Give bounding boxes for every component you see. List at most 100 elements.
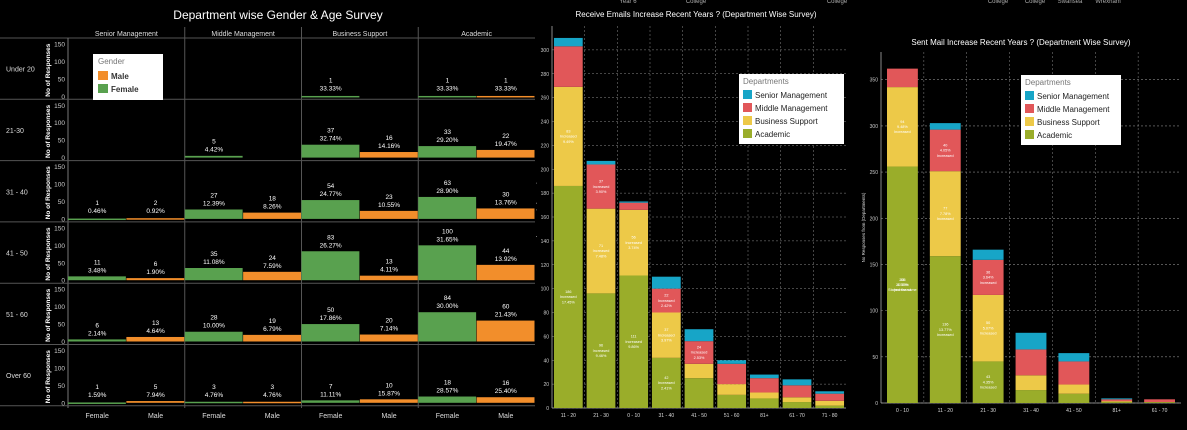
stacked-bar-segment	[929, 171, 961, 257]
male-bar	[359, 152, 418, 158]
y-tick-label: 60	[543, 334, 549, 340]
segment-label: Increased	[937, 217, 954, 221]
y-tick-label: 50	[58, 199, 66, 206]
y-tick-label: 0	[875, 401, 878, 407]
top-strip-label: College	[1025, 0, 1046, 5]
bar-percent-label: 12.39%	[203, 200, 225, 207]
segment-label: 46	[900, 278, 904, 282]
male-bar	[126, 218, 185, 220]
y-tick-label: 180	[541, 191, 550, 197]
stacked-bar-segment	[929, 256, 961, 403]
stacked-bar-segment	[1101, 399, 1133, 402]
stacked-bar-segment	[972, 361, 1004, 403]
bar-percent-label: 24.77%	[320, 191, 342, 198]
legend-swatch	[743, 90, 752, 99]
row-label: 51 - 60	[6, 312, 28, 319]
stacked-bar-segment	[1015, 375, 1047, 391]
top-strip-label: College	[988, 0, 1009, 5]
segment-label: 206	[899, 278, 905, 282]
bar-percent-label: 17.86%	[320, 315, 342, 322]
y-tick-label: 50	[58, 322, 66, 329]
segment-label: Increased	[560, 135, 577, 139]
segment-label: Increased	[658, 333, 675, 337]
bar-percent-label: 1.59%	[88, 392, 107, 399]
legend-item-label: Business Support	[1037, 118, 1100, 127]
x-tick-label: 11 - 20	[938, 408, 953, 414]
stacked-bar-segment	[782, 385, 812, 398]
segment-label: 2.41%	[661, 386, 672, 390]
x-tick-label: Male	[265, 413, 280, 420]
segment-label: 22	[664, 294, 668, 298]
bar-percent-label: 0.46%	[88, 208, 107, 215]
bar-percent-label: 33.33%	[436, 85, 458, 92]
bar-value-label: 5	[212, 139, 216, 146]
bar-percent-label: 7.59%	[263, 263, 282, 270]
stacked-bar-segment	[749, 398, 779, 408]
x-tick-label: Male	[381, 413, 396, 420]
y-tick-label: 100	[541, 287, 550, 293]
y-axis-label: No Responses from (Departments)	[861, 192, 866, 262]
bar-percent-label: 13.92%	[495, 256, 517, 263]
y-tick-label: 260	[541, 96, 550, 102]
row-label: Over 60	[6, 373, 31, 380]
bar-percent-label: 32.74%	[320, 136, 342, 143]
bar-value-label: 100	[442, 228, 453, 235]
segment-label: Increased	[980, 281, 997, 285]
stacked-bar-segment	[684, 378, 714, 408]
bar-value-label: 16	[502, 380, 510, 387]
stacked-bar-segment	[972, 259, 1004, 295]
stacked-bar-segment	[887, 166, 918, 403]
y-tick-label: 150	[54, 348, 65, 355]
segment-label: 3.74%	[628, 246, 639, 250]
segment-label: 9.48%	[897, 125, 908, 129]
stacked-bar-segment	[619, 202, 649, 210]
y-tick-label: 20	[543, 382, 549, 388]
segment-label: 71	[599, 244, 603, 248]
female-bar	[301, 400, 360, 403]
male-bar	[359, 399, 418, 403]
stacked-bar-segment	[586, 160, 616, 165]
bar-value-label: 27	[210, 192, 218, 199]
female-bar	[301, 95, 360, 98]
segment-label: 136	[942, 323, 948, 327]
male-bar	[243, 401, 301, 404]
bar-percent-label: 10.55%	[378, 202, 400, 209]
segment-label: 111	[631, 335, 637, 339]
top-strip-label: College	[827, 0, 848, 5]
bar-percent-label: 21.43%	[495, 312, 517, 319]
female-bar	[418, 245, 477, 281]
y-tick-label: 100	[54, 365, 65, 372]
segment-label: 4.56%	[897, 283, 908, 287]
segment-label: 20.79%	[896, 283, 910, 287]
bar-percent-label: 30.00%	[436, 303, 458, 310]
x-tick-label: 31 - 40	[1023, 408, 1039, 414]
segment-label: 4.35%	[983, 380, 994, 384]
y-tick-label: 160	[541, 215, 550, 221]
legend-box	[1021, 75, 1121, 145]
stacked-bar-segment	[929, 129, 961, 172]
male-bar	[126, 336, 185, 342]
bar-percent-label: 26.27%	[320, 242, 342, 249]
row-label: 31 - 40	[6, 189, 28, 196]
y-tick-label: 0	[61, 400, 65, 407]
segment-label: 9.86%	[628, 345, 639, 349]
bar-percent-label: 0.92%	[146, 208, 165, 215]
y-tick-label: 50	[58, 383, 66, 390]
stacked-bar-segment	[651, 357, 681, 408]
segment-label: 56	[632, 236, 636, 240]
receive-emails-chart: Year 6 College College Receive Emails Incre…	[532, 0, 848, 419]
female-bar	[68, 339, 126, 342]
legend-item-label: Female	[111, 85, 139, 94]
stacked-bar-segment	[651, 288, 681, 313]
bar-value-label: 13	[385, 259, 393, 266]
bar-value-label: 16	[385, 135, 393, 142]
female-bar	[418, 95, 477, 98]
male-bar	[476, 320, 535, 342]
stacked-bar-segment	[717, 394, 747, 408]
stacked-bar-segment	[717, 384, 747, 395]
male-bar	[476, 149, 535, 158]
top-strip-label: Wrexham	[1095, 0, 1121, 5]
segment-label: Increased	[658, 299, 675, 303]
legend-item-label: Male	[111, 72, 129, 81]
legend-item-label: Academic	[1037, 131, 1072, 140]
